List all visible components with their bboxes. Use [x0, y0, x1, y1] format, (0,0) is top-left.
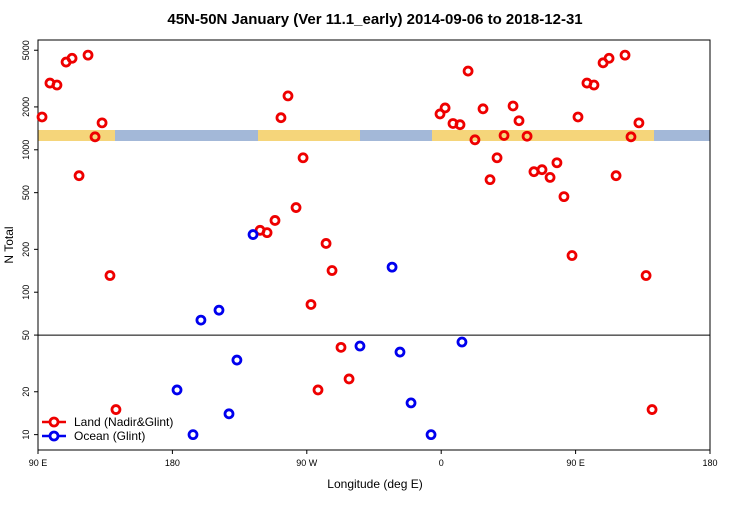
point	[261, 227, 273, 239]
point	[633, 117, 645, 129]
point	[434, 108, 446, 120]
legend-marker	[48, 416, 60, 428]
legend-marker	[48, 430, 60, 442]
point	[394, 346, 406, 358]
point	[104, 270, 116, 281]
point	[231, 354, 243, 366]
point	[82, 49, 94, 61]
point	[544, 171, 556, 183]
point	[66, 52, 78, 64]
point	[572, 111, 584, 123]
point	[297, 152, 309, 164]
chart-title: 45N-50N January (Ver 11.1_early) 2014-09…	[167, 11, 582, 28]
point	[326, 265, 338, 276]
point	[551, 157, 563, 169]
point	[566, 250, 578, 261]
y-tick-label: 2000	[21, 97, 31, 117]
point	[439, 102, 451, 114]
point	[425, 429, 437, 441]
point	[469, 134, 481, 146]
point	[454, 119, 466, 131]
x-axis-label: Longitude (deg E)	[327, 477, 422, 491]
ocean-strip	[38, 130, 710, 141]
point	[343, 373, 355, 385]
y-tick-label: 500	[21, 185, 31, 200]
plot-frame	[37, 39, 711, 451]
point	[603, 52, 615, 64]
point	[513, 115, 525, 127]
y-tick-label: 1000	[21, 140, 31, 160]
x-tick-label: 0	[439, 458, 444, 468]
y-tick-label: 10	[21, 430, 31, 440]
y-tick-label: 20	[21, 387, 31, 397]
point	[335, 341, 347, 353]
x-tick-label: 90 E	[566, 458, 585, 468]
point	[484, 174, 496, 186]
point	[646, 404, 658, 415]
point	[51, 79, 63, 91]
legend-label: Ocean (Glint)	[74, 429, 145, 443]
point	[477, 103, 489, 115]
point	[640, 270, 652, 281]
point	[619, 49, 631, 61]
point	[610, 170, 622, 182]
point	[491, 152, 503, 164]
point	[269, 215, 281, 226]
point	[282, 90, 294, 102]
point	[195, 314, 207, 326]
point	[73, 170, 85, 182]
point	[312, 384, 324, 396]
point	[171, 384, 183, 396]
x-tick-label: 90 E	[29, 458, 48, 468]
point	[507, 100, 519, 112]
point	[247, 229, 259, 240]
land-strip	[258, 130, 360, 141]
y-tick-label: 100	[21, 285, 31, 300]
point	[456, 336, 468, 348]
point	[275, 112, 287, 124]
y-tick-label: 50	[21, 330, 31, 340]
y-tick-label: 5000	[21, 40, 31, 60]
y-tick-label: 200	[21, 242, 31, 257]
y-axis-label: N Total	[2, 226, 16, 263]
point	[588, 79, 600, 91]
point	[498, 130, 510, 141]
legend-label: Land (Nadir&Glint)	[74, 415, 173, 429]
point	[536, 164, 548, 176]
point	[405, 397, 417, 409]
point	[36, 111, 48, 123]
point	[625, 131, 637, 143]
land-strip	[432, 130, 654, 141]
x-tick-label: 180	[165, 458, 180, 468]
point	[305, 299, 317, 310]
point	[290, 202, 302, 213]
land-strip	[38, 130, 115, 141]
x-tick-label: 90 W	[296, 458, 318, 468]
point	[96, 117, 108, 129]
point	[320, 238, 332, 249]
point	[187, 429, 199, 441]
x-tick-label: 180	[702, 458, 717, 468]
point	[558, 191, 570, 203]
point	[521, 130, 533, 142]
point	[213, 304, 225, 316]
point	[89, 131, 101, 143]
map-strip	[38, 130, 710, 141]
point	[462, 65, 474, 77]
point	[386, 261, 398, 273]
point	[354, 340, 366, 352]
point	[110, 404, 122, 415]
point	[223, 408, 235, 420]
